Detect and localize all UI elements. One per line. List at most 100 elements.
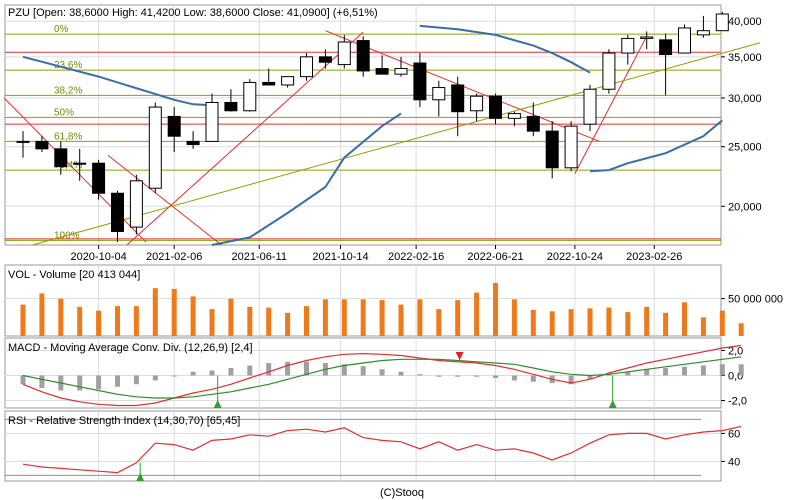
candle xyxy=(337,34,351,69)
trend-line-2 xyxy=(126,31,364,246)
volume-bar xyxy=(398,304,404,336)
volume-bar xyxy=(663,312,669,336)
volume-bar xyxy=(436,309,442,336)
price-ytick-label: 30,000 xyxy=(728,93,762,105)
trend-line-4 xyxy=(574,36,648,174)
candle xyxy=(186,131,200,149)
volume-bar xyxy=(700,317,706,336)
volume-bar xyxy=(360,299,366,336)
candle xyxy=(54,141,68,175)
candle xyxy=(678,24,691,54)
price-xtick-label: 2022-06-21 xyxy=(467,251,523,263)
volume-bar xyxy=(511,299,517,336)
macd-ytick-label: -2,0 xyxy=(728,396,747,408)
candle xyxy=(262,68,276,86)
fib-level-label: 61,8% xyxy=(54,131,82,142)
candle-body xyxy=(602,52,616,90)
macd-histogram-bar xyxy=(304,361,309,376)
moving-average-segment-3 xyxy=(589,119,723,173)
trend-line-5 xyxy=(32,42,761,246)
copyright-credit: (C)Stooq xyxy=(380,487,424,499)
volume-panel-title: VOL - Volume [20 413 044] xyxy=(8,269,140,281)
candle-body xyxy=(148,106,162,189)
volume-bar xyxy=(606,307,612,336)
macd-signal-line xyxy=(22,356,742,399)
macd-histogram-bar xyxy=(493,375,498,378)
price-ytick-label: 25,000 xyxy=(728,142,762,154)
volume-bar xyxy=(530,309,536,336)
candle-body xyxy=(224,101,238,112)
price-ytick-label: 20,000 xyxy=(728,201,762,213)
price-ytick-label: 35,000 xyxy=(728,52,762,64)
candle xyxy=(205,93,219,142)
candle-body xyxy=(451,84,465,113)
candle xyxy=(300,53,313,81)
candle-body xyxy=(621,37,635,54)
candle-body xyxy=(111,192,124,232)
volume-bar xyxy=(190,296,196,336)
candle-body xyxy=(583,88,597,125)
macd-histogram-bar xyxy=(341,364,347,376)
candle xyxy=(16,131,30,158)
volume-bar xyxy=(285,312,291,336)
macd-histogram-bar xyxy=(152,375,158,381)
candle xyxy=(129,174,143,235)
volume-bar xyxy=(455,300,461,336)
macd-line xyxy=(22,344,742,407)
candle xyxy=(526,102,540,137)
volume-bar xyxy=(20,304,26,336)
candle-body xyxy=(35,140,49,150)
moving-average-segment-0 xyxy=(22,55,213,107)
candle-body xyxy=(413,62,427,101)
candle xyxy=(92,159,106,200)
macd-histogram-bar xyxy=(587,375,593,380)
trend-line-1 xyxy=(107,154,222,246)
candle-body xyxy=(715,13,729,32)
volume-bar xyxy=(304,306,309,336)
candle-body xyxy=(356,40,370,72)
price-xtick-label: 2023-02-26 xyxy=(626,251,682,263)
volume-bar xyxy=(587,308,593,336)
candle xyxy=(432,80,446,117)
macd-histogram-bar xyxy=(247,365,253,376)
macd-histogram-bar xyxy=(96,375,102,390)
macd-panel: 2,00,0-2,0 xyxy=(4,337,747,409)
candle-body xyxy=(318,56,332,63)
volume-bar xyxy=(39,293,45,336)
candle-body xyxy=(470,95,484,112)
macd-histogram-bar xyxy=(738,364,744,376)
candle-body xyxy=(16,140,30,143)
macd-histogram-bar xyxy=(455,375,461,377)
candle xyxy=(507,111,521,127)
candle-body xyxy=(300,56,313,78)
volume-bar xyxy=(115,306,120,336)
rsi-ytick-label: 40 xyxy=(728,456,740,468)
macd-histogram-bar xyxy=(663,368,669,376)
candle xyxy=(73,148,87,181)
candle-body xyxy=(640,36,654,39)
candle xyxy=(715,11,729,32)
volume-bar xyxy=(58,298,64,336)
macd-histogram-bar xyxy=(436,375,442,377)
volume-bar xyxy=(77,306,83,336)
candle xyxy=(451,76,465,137)
fib-level-label: 50% xyxy=(54,107,74,118)
candle-body xyxy=(186,140,200,146)
candle xyxy=(375,55,389,75)
volume-bar xyxy=(644,306,650,336)
candle-body xyxy=(507,113,521,119)
candle xyxy=(640,31,654,50)
candle xyxy=(148,102,162,194)
volume-bar xyxy=(341,299,347,336)
fib-level-label: 0% xyxy=(54,24,69,35)
candle-body xyxy=(432,87,446,101)
price-panel-title: PZU [Open: 38,6000 High: 41,4200 Low: 38… xyxy=(8,7,378,19)
candle-body xyxy=(54,148,68,168)
macd-histogram-bar xyxy=(228,368,234,376)
candle xyxy=(583,84,597,132)
macd-histogram-bar xyxy=(133,375,139,385)
candle xyxy=(696,15,710,38)
rsi-panel: 60 40 xyxy=(4,410,742,482)
candle xyxy=(111,190,124,242)
